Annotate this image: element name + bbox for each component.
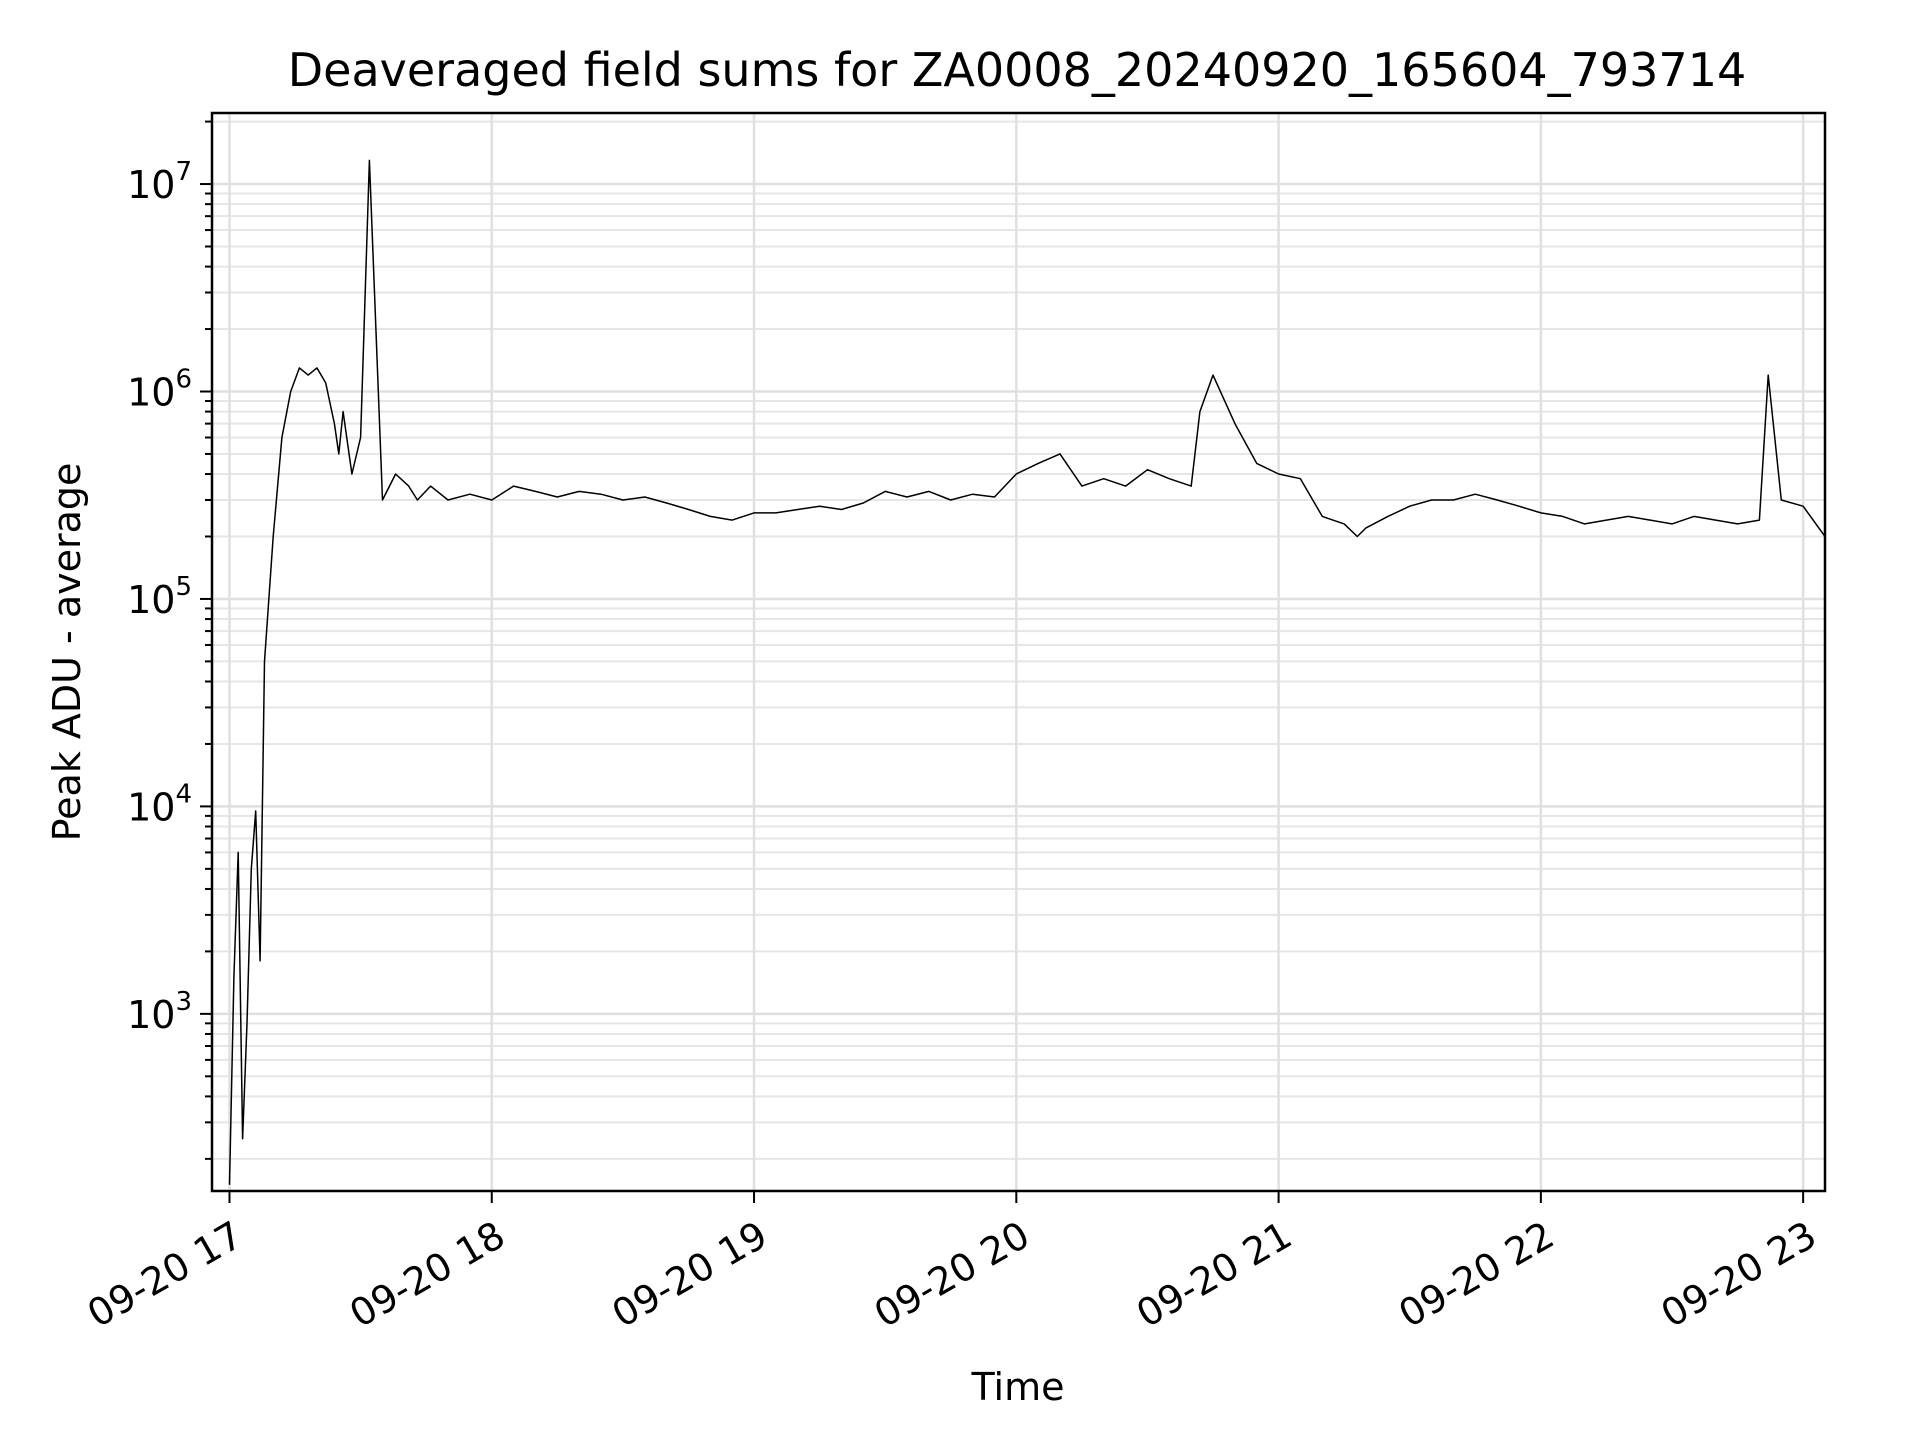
chart-title: Deaveraged field sums for ZA0008_2024092… [288,43,1747,97]
series-layer [228,159,1826,1185]
x-tick-label: 09-20 17 [80,1213,250,1337]
y-axis: 103 104 105 106 107 [127,120,212,1160]
x-axis-label: Time [971,1365,1065,1409]
y-tick-label: 106 [127,364,192,414]
y-axis-label: Peak ADU - average [45,463,89,842]
grid [212,113,1825,1191]
y-tick-label: 107 [127,157,192,207]
x-tick-label: 09-20 21 [1129,1213,1299,1337]
y-tick-label: 105 [127,572,192,622]
plot-frame [210,111,1827,1193]
x-tick-label: 09-20 23 [1654,1213,1824,1337]
y-tick-label: 104 [127,779,192,829]
x-tick-label: 09-20 20 [867,1213,1037,1337]
x-tick-label: 09-20 18 [342,1213,512,1337]
x-tick-label: 09-20 19 [605,1213,775,1337]
y-tick-label: 103 [127,987,192,1037]
series-line [228,159,1826,1185]
x-axis: 09-20 17 09-20 18 09-20 19 09-20 20 09-20 21… [80,1191,1824,1336]
x-tick-label: 09-20 22 [1391,1213,1561,1337]
